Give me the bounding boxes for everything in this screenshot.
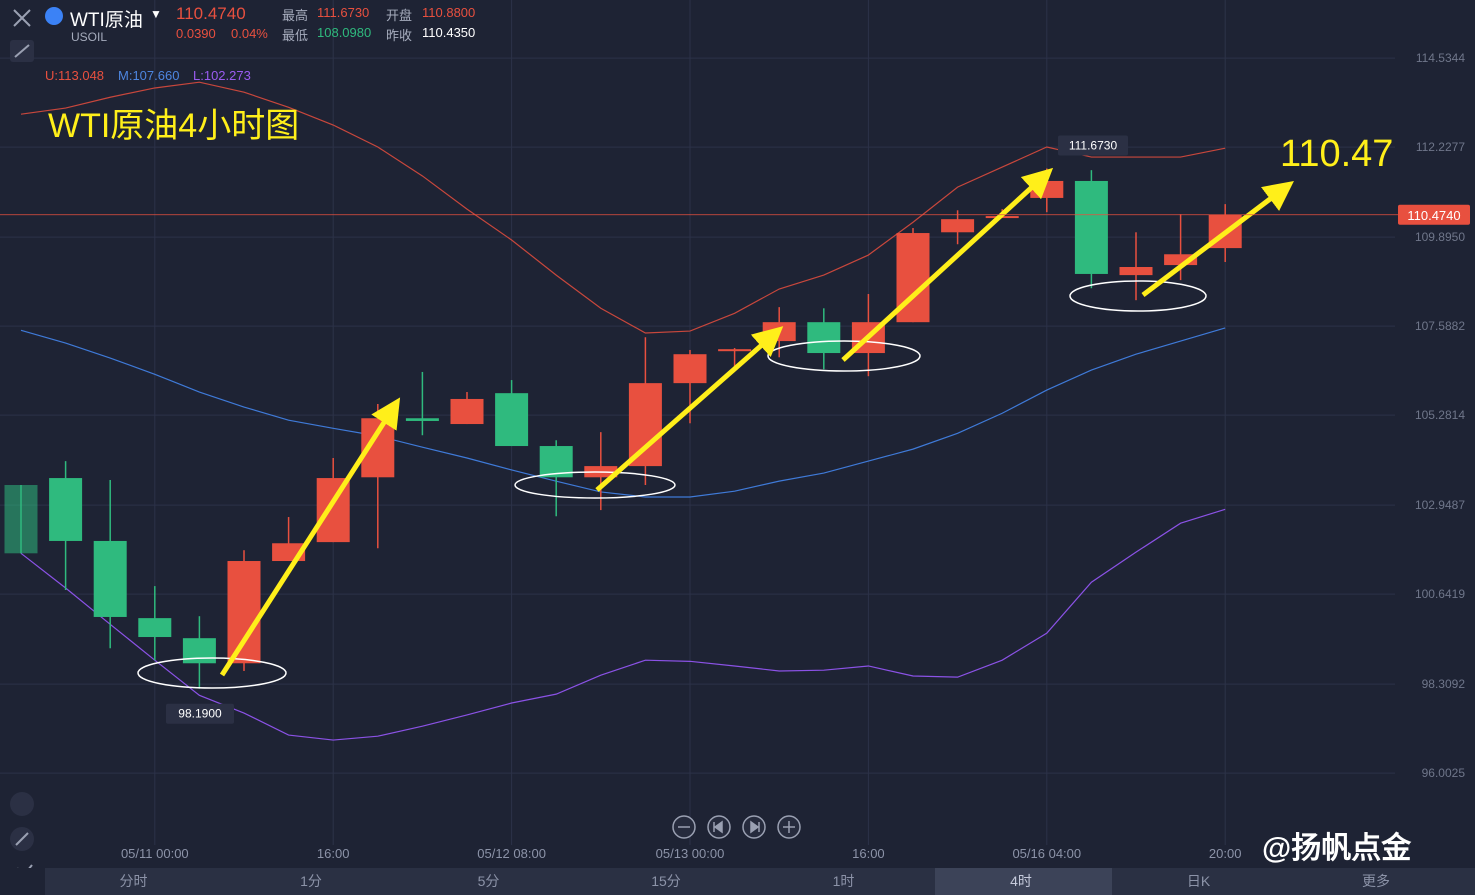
ellipse: [1069, 280, 1207, 312]
y-tick-label: 105.2814: [1415, 408, 1465, 422]
candle-body: [673, 354, 707, 384]
timeframe-button[interactable]: 15分: [651, 873, 681, 889]
y-tick-label: 112.2277: [1416, 140, 1465, 154]
symbol[interactable]: WTI原油: [70, 10, 143, 31]
high-marker-label: 111.6730: [1069, 138, 1118, 152]
overlay: 110.4740 111.6730 98.1900: [0, 135, 1470, 724]
zoom-controls: [672, 815, 801, 839]
band-line: [20, 81, 1226, 334]
x-tick-label: 05/12 08:00: [477, 846, 546, 861]
candle-body: [405, 418, 439, 421]
timeframe-button[interactable]: 5分: [477, 873, 500, 889]
candle-body: [628, 383, 662, 467]
indicator-icon[interactable]: [10, 792, 34, 816]
value: 108.0980: [317, 25, 372, 40]
icon: [14, 44, 30, 58]
change: 0.0390: [176, 26, 216, 41]
candles: [4, 168, 1242, 689]
value: 111.6730: [317, 5, 370, 20]
grid: 114.5344 112.2277 109.8950 107.5882 105.2814…: [0, 0, 1465, 861]
x-tick-label: 05/11 00:00: [121, 846, 189, 861]
price: 110.4740: [176, 4, 246, 23]
x-tick-label: 16:00: [317, 846, 350, 861]
candle-body: [495, 393, 529, 447]
timeframe-button[interactable]: 1分: [300, 873, 322, 889]
timeframe-button[interactable]: 1时: [832, 873, 855, 889]
toolbar-selected: [935, 868, 1112, 895]
background: [0, 0, 1475, 868]
chart: 114.5344 112.2277 109.8950 107.5882 105.2814…: [0, 0, 1475, 868]
label: 开盘: [386, 8, 413, 23]
candle-body: [93, 540, 127, 617]
label: 最高: [282, 8, 309, 23]
x-tick-label: 16:00: [852, 846, 885, 861]
y-tick-label: 109.8950: [1415, 230, 1465, 244]
side-tools: [10, 9, 34, 868]
arrows: [219, 167, 1294, 677]
change-pct: 0.04%: [231, 26, 268, 41]
close-icon[interactable]: [13, 9, 31, 27]
y-tick-label: 100.6419: [1415, 587, 1465, 601]
candle-body: [718, 349, 752, 352]
candle-body: [1074, 180, 1108, 274]
value: 110.4350: [422, 25, 476, 40]
y-tick-label: 114.5344: [1416, 51, 1465, 65]
indicator-l: L:102.273: [193, 68, 251, 83]
code: USOIL: [71, 30, 108, 44]
y-tick-label: 98.3092: [1422, 677, 1466, 691]
indicator-u: U:113.048: [45, 68, 105, 83]
arrow: [219, 397, 401, 677]
x-tick-label: 05/13 00:00: [656, 846, 725, 861]
high-marker-box: [1058, 135, 1128, 156]
candle-body: [227, 561, 261, 664]
watermark: @扬帆点金: [1262, 832, 1412, 865]
label: 最低: [282, 28, 309, 43]
toolbar: [45, 868, 1475, 895]
candle-body: [1164, 254, 1198, 266]
x-tick-label: 20:00: [1209, 846, 1242, 861]
candle-body: [1119, 267, 1153, 276]
arrow: [841, 167, 1054, 362]
icon: [713, 820, 723, 834]
price-tag-label: 110.4740: [1407, 208, 1460, 223]
band-line: [20, 327, 1226, 498]
timeframe-button[interactable]: 4时: [1010, 873, 1032, 889]
ellipse: [514, 471, 676, 499]
icon: [750, 820, 760, 834]
value: 110.8800: [422, 5, 476, 20]
candle-body: [807, 322, 841, 354]
x-tick-label: 05/16 04:00: [1012, 846, 1081, 861]
price-tag: [1398, 204, 1470, 225]
y-tick-label: 96.0025: [1422, 766, 1466, 780]
indicator-m: M:107.660: [118, 68, 180, 83]
candle-body: [138, 618, 172, 638]
candle-body: [941, 219, 975, 233]
low-marker-label: 98.1900: [178, 707, 222, 721]
arrow: [1141, 180, 1294, 297]
candle-body: [49, 478, 83, 541]
symbol-icon: [45, 7, 63, 25]
dropdown[interactable]: ▼: [150, 7, 162, 21]
y-tick-label: 102.9487: [1415, 498, 1465, 512]
chart-title: WTI原油4小时图: [48, 107, 299, 145]
annotation: 110.47: [1280, 133, 1393, 175]
y-tick-label: 107.5882: [1415, 319, 1465, 333]
label: 昨收: [386, 28, 413, 43]
low-marker-box: [166, 703, 234, 724]
timeframe-button[interactable]: 更多: [1362, 873, 1390, 889]
ellipse: [137, 657, 287, 689]
candle-body: [450, 398, 484, 425]
candle-body: [4, 485, 38, 554]
arrow: [595, 326, 784, 492]
timeframe-button[interactable]: 日K: [1186, 873, 1211, 889]
icon: [15, 832, 29, 846]
timeframe-button[interactable]: 分时: [119, 873, 148, 889]
